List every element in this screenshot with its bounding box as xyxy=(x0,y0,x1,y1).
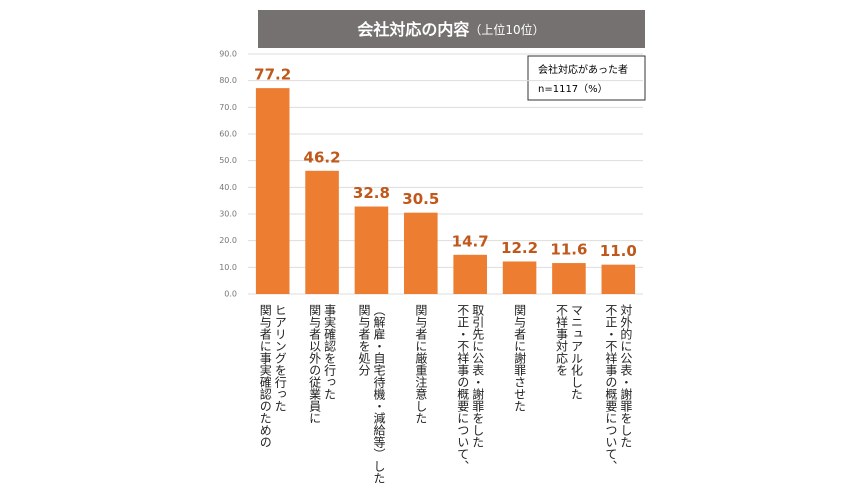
note-box xyxy=(527,55,646,101)
subtitle: （上位10位） xyxy=(469,22,544,37)
bar xyxy=(601,264,636,294)
x-tick-label: マニュアル化した xyxy=(569,304,583,400)
bar xyxy=(255,88,290,294)
x-tick-label: 関与者に謝罪させた xyxy=(513,304,527,412)
bar xyxy=(404,212,438,294)
value-label: 32.8 xyxy=(353,184,390,202)
x-tick-label: 対外的に公表・謝罪をした xyxy=(619,304,633,448)
x-tick-label: 取引先に公表・謝罪をした xyxy=(471,304,485,448)
value-label: 30.5 xyxy=(402,190,439,208)
y-tick-label: 90.0 xyxy=(219,50,237,59)
note: 会社対応があった者 xyxy=(538,63,628,76)
x-tick-label: 不祥事対応を xyxy=(554,304,568,376)
x-tick-label: 不正・不祥事の概要について、 xyxy=(604,304,618,472)
note: n=1117（%） xyxy=(538,83,608,95)
y-tick-label: 70.0 xyxy=(219,103,237,112)
y-tick-label: 0.0 xyxy=(224,290,237,299)
title: 会社対応の内容 xyxy=(357,20,469,39)
x-tick-label: 関与者に事実確認のための xyxy=(258,304,272,448)
y-tick-label: 60.0 xyxy=(219,130,237,139)
bar xyxy=(354,206,389,294)
value-label: 12.2 xyxy=(501,239,538,257)
title-bar xyxy=(258,10,645,48)
bar xyxy=(552,263,586,294)
value-label: 77.2 xyxy=(254,66,291,84)
bar xyxy=(453,254,487,294)
x-tick-label: （解雇・自宅待機・減給等）した xyxy=(372,304,386,484)
y-tick-label: 20.0 xyxy=(219,236,237,245)
y-tick-label: 10.0 xyxy=(219,263,237,272)
x-tick-label: 関与者に厳重注意した xyxy=(414,304,428,424)
x-tick-label: 事実確認を行った xyxy=(323,304,337,400)
chart-title: 会社対応の内容（上位10位） xyxy=(357,20,544,39)
value-label: 11.6 xyxy=(550,241,587,259)
x-tick-label: ヒアリングを行った xyxy=(273,304,287,412)
x-tick-label: 不正・不祥事の概要について、 xyxy=(456,304,470,472)
x-tick-label: 関与者を処分 xyxy=(357,304,371,377)
x-tick-label: 関与者以外の従業員に xyxy=(308,304,322,424)
value-label: 11.0 xyxy=(600,242,637,260)
y-tick-label: 50.0 xyxy=(219,156,237,165)
bar xyxy=(305,170,339,294)
y-tick-label: 30.0 xyxy=(219,210,237,219)
y-tick-label: 40.0 xyxy=(219,183,237,192)
y-tick-label: 80.0 xyxy=(219,76,237,85)
value-label: 46.2 xyxy=(304,148,341,166)
value-label: 14.7 xyxy=(452,232,489,250)
bar xyxy=(502,261,537,294)
